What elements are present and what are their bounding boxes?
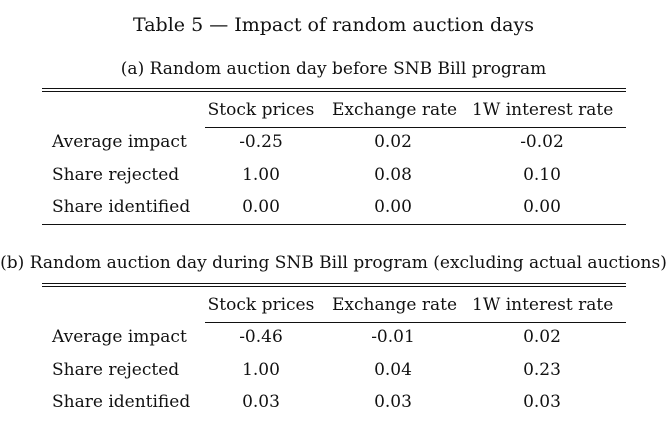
panel-b-header-rule [205, 322, 626, 323]
row-label: Share identified [52, 392, 191, 412]
panel-b-subtitle: (b) Random auction day during SNB Bill p… [0, 253, 667, 273]
table-title: Table 5 — Impact of random auction days [133, 14, 534, 36]
table-row: Average impact -0.25 0.02 -0.02 [42, 128, 626, 156]
cell-value: -0.02 [520, 132, 564, 152]
cell-value: 1.00 [242, 360, 280, 380]
cell-value: 0.00 [374, 197, 412, 217]
row-label: Share identified [52, 197, 191, 217]
panel-a-top-rule [42, 88, 626, 89]
panel-a-subtitle: (a) Random auction day before SNB Bill p… [120, 59, 547, 79]
table-row: Share identified 0.00 0.00 0.00 [42, 193, 626, 221]
cell-value: -0.46 [239, 327, 283, 347]
panel-a-header-row: Stock prices Exchange rate 1W interest r… [42, 96, 626, 124]
panel-a-top-rule-2 [42, 91, 626, 92]
cell-value: 0.02 [523, 327, 561, 347]
column-header-stock-prices: Stock prices [207, 295, 315, 315]
row-label: Share rejected [52, 360, 180, 380]
row-label: Average impact [52, 132, 187, 152]
table-row: Average impact -0.46 -0.01 0.02 [42, 323, 626, 351]
table-row: Share identified 0.03 0.03 0.03 [42, 388, 626, 416]
row-label: Average impact [52, 327, 187, 347]
cell-value: 0.03 [523, 392, 561, 412]
panel-b-header-row: Stock prices Exchange rate 1W interest r… [42, 291, 626, 319]
panel-a-header-rule [205, 127, 626, 128]
cell-value: 0.00 [242, 197, 280, 217]
cell-value: 0.02 [374, 132, 412, 152]
cell-value: 1.00 [242, 165, 280, 185]
cell-value: -0.25 [239, 132, 283, 152]
column-header-interest-rate: 1W interest rate [472, 295, 614, 315]
table-row: Share rejected 1.00 0.08 0.10 [42, 161, 626, 189]
panel-a-bottom-rule [42, 224, 626, 225]
column-header-interest-rate: 1W interest rate [472, 100, 614, 120]
cell-value: 0.03 [374, 392, 412, 412]
column-header-exchange-rate: Exchange rate [332, 100, 458, 120]
table-row: Share rejected 1.00 0.04 0.23 [42, 356, 626, 384]
panel-b-top-rule-2 [42, 286, 626, 287]
row-label: Share rejected [52, 165, 180, 185]
cell-value: 0.10 [523, 165, 561, 185]
cell-value: 0.23 [523, 360, 561, 380]
panel-b-top-rule [42, 283, 626, 284]
cell-value: 0.00 [523, 197, 561, 217]
column-header-stock-prices: Stock prices [207, 100, 315, 120]
cell-value: -0.01 [371, 327, 415, 347]
column-header-exchange-rate: Exchange rate [332, 295, 458, 315]
cell-value: 0.08 [374, 165, 412, 185]
cell-value: 0.04 [374, 360, 412, 380]
cell-value: 0.03 [242, 392, 280, 412]
